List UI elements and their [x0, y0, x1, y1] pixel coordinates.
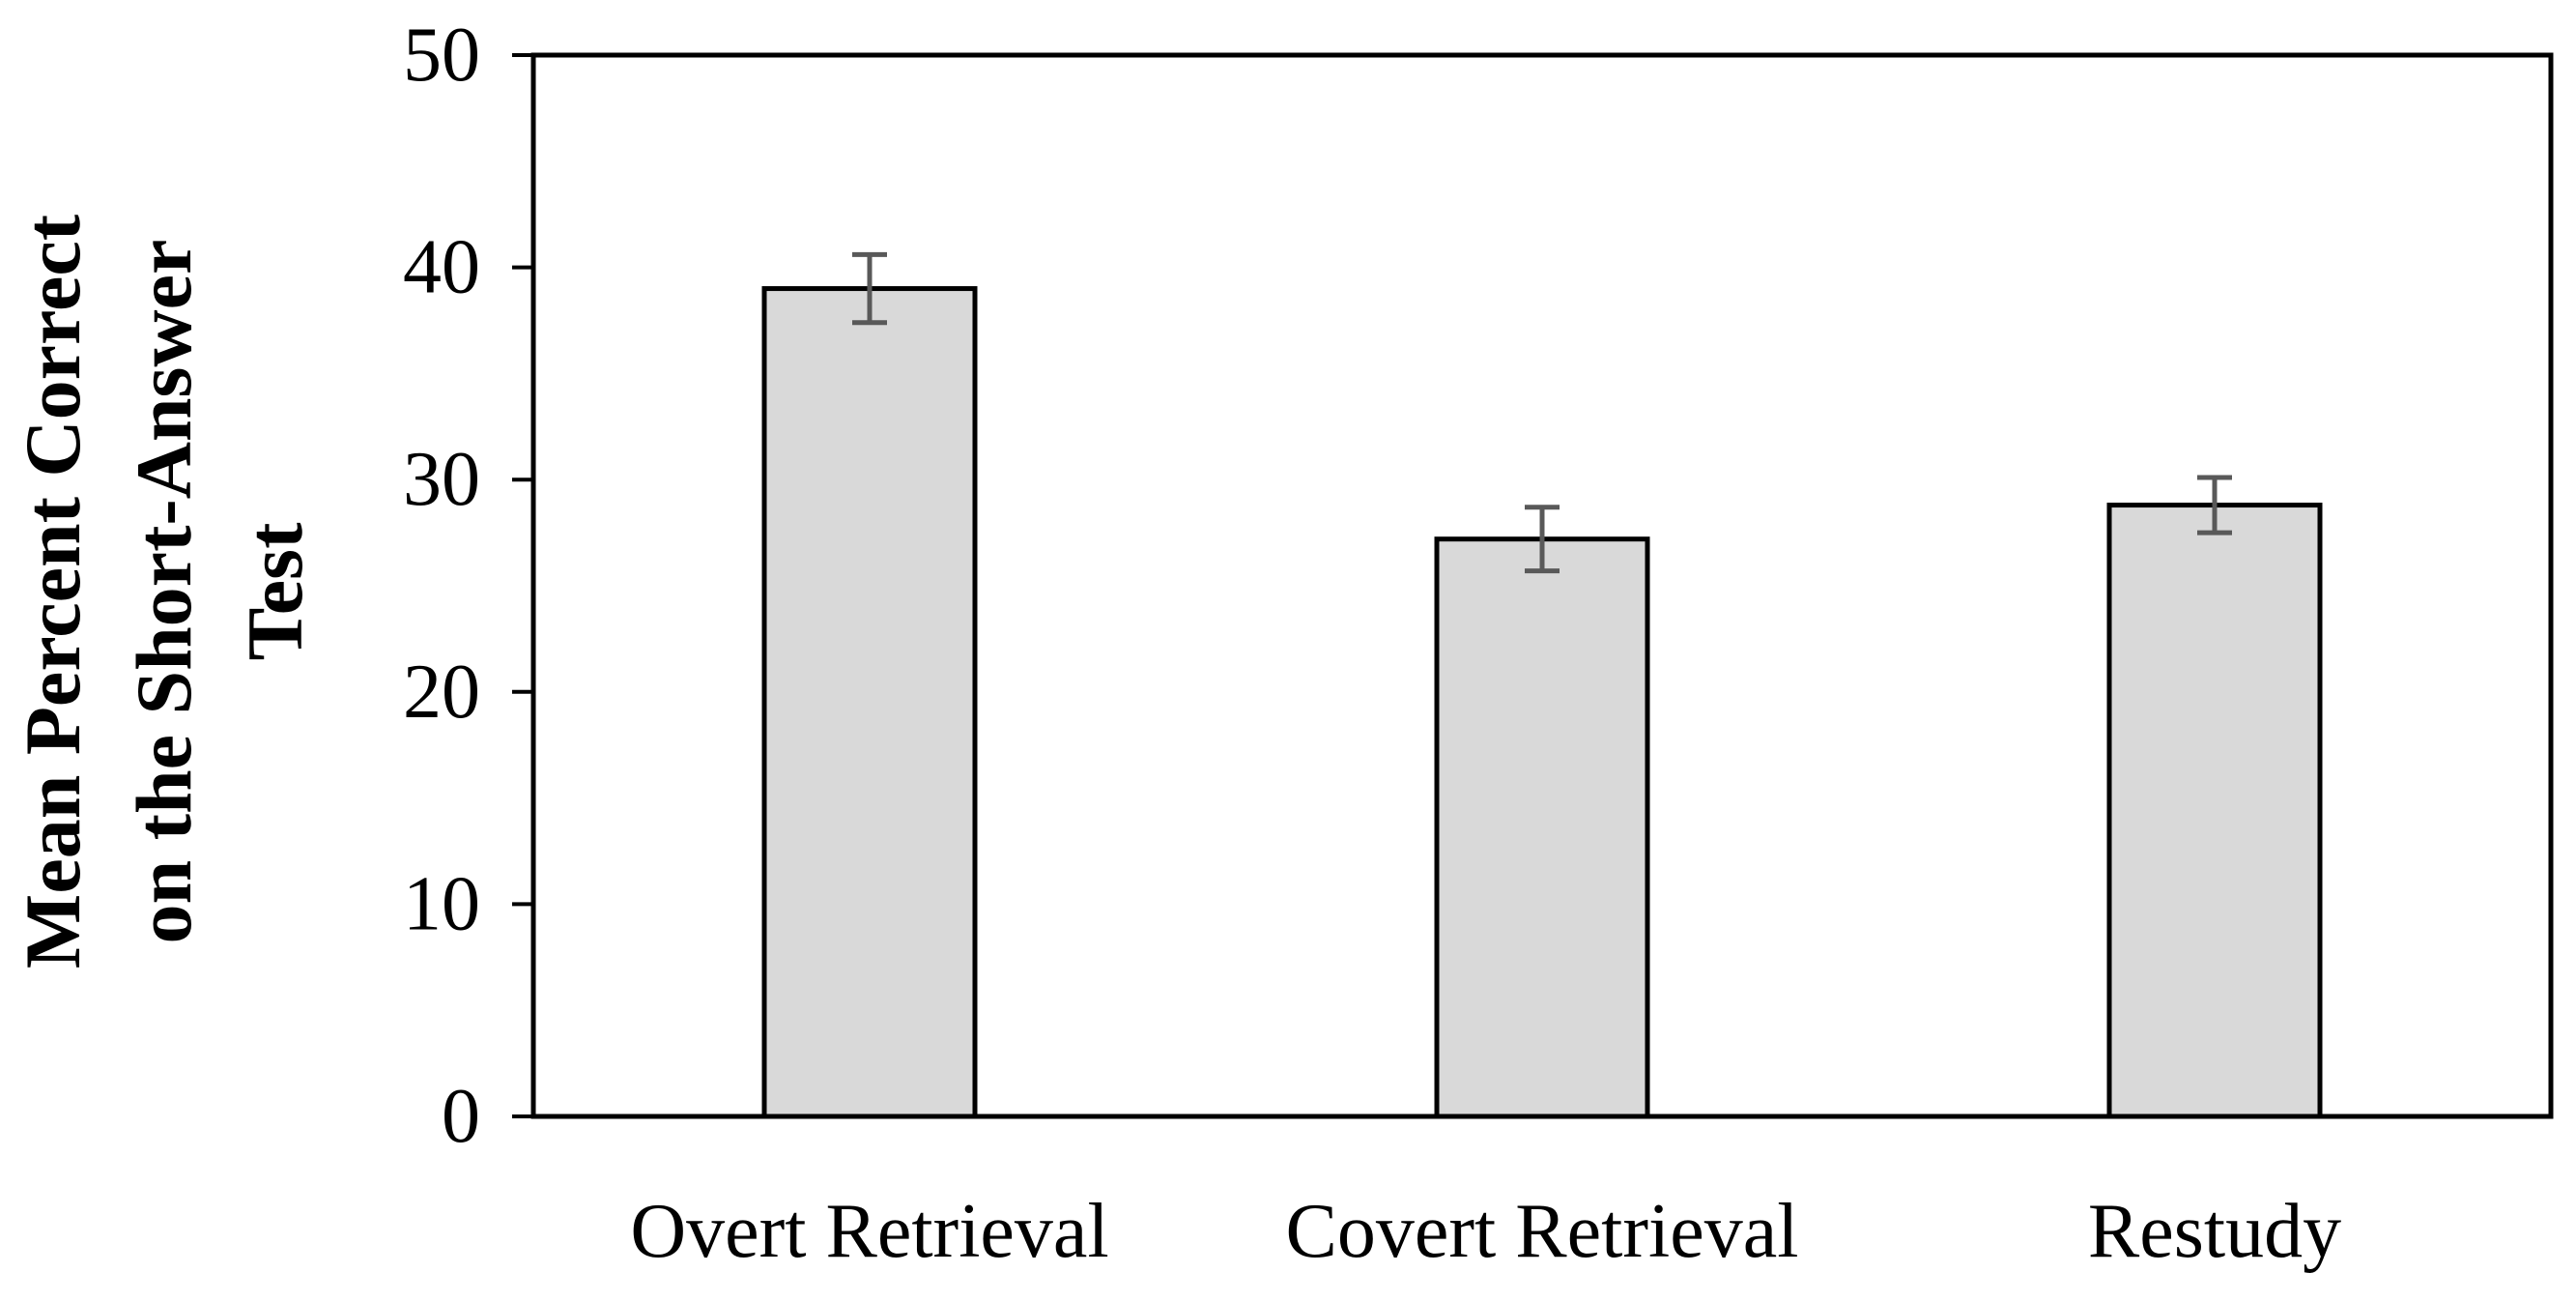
y-tick-label: 10: [403, 861, 480, 946]
error-bar: [1525, 505, 1560, 574]
bar: [761, 286, 978, 1119]
x-category-label: Covert Retrieval: [1286, 1189, 1799, 1274]
y-tick-label: 0: [442, 1074, 480, 1159]
plot-frame: [530, 52, 2554, 1119]
bar: [1434, 536, 1650, 1119]
y-tick-label: 30: [403, 437, 480, 522]
error-bar: [2197, 475, 2232, 535]
x-category-label: Restudy: [2088, 1189, 2341, 1274]
y-tick-label: 50: [403, 13, 480, 98]
error-bars: [852, 251, 2232, 574]
y-axis-ticks: 0 10 20 30 40 50: [403, 13, 533, 1159]
y-axis-title: Mean Percent Correct on the Short-Answer…: [9, 215, 319, 969]
y-axis-title-line-1: Mean Percent Correct: [9, 215, 97, 969]
bars: [761, 286, 2323, 1119]
y-axis-title-line-2: on the Short-Answer: [120, 240, 208, 944]
y-tick-label: 20: [403, 650, 480, 735]
y-tick-label: 40: [403, 225, 480, 310]
x-category-label: Overt Retrieval: [630, 1189, 1108, 1274]
y-axis-title-line-3: Test: [231, 523, 319, 661]
bar: [2106, 503, 2323, 1119]
error-bar: [852, 251, 887, 326]
x-axis-labels: Overt Retrieval Covert Retrieval Restudy: [630, 1189, 2341, 1274]
